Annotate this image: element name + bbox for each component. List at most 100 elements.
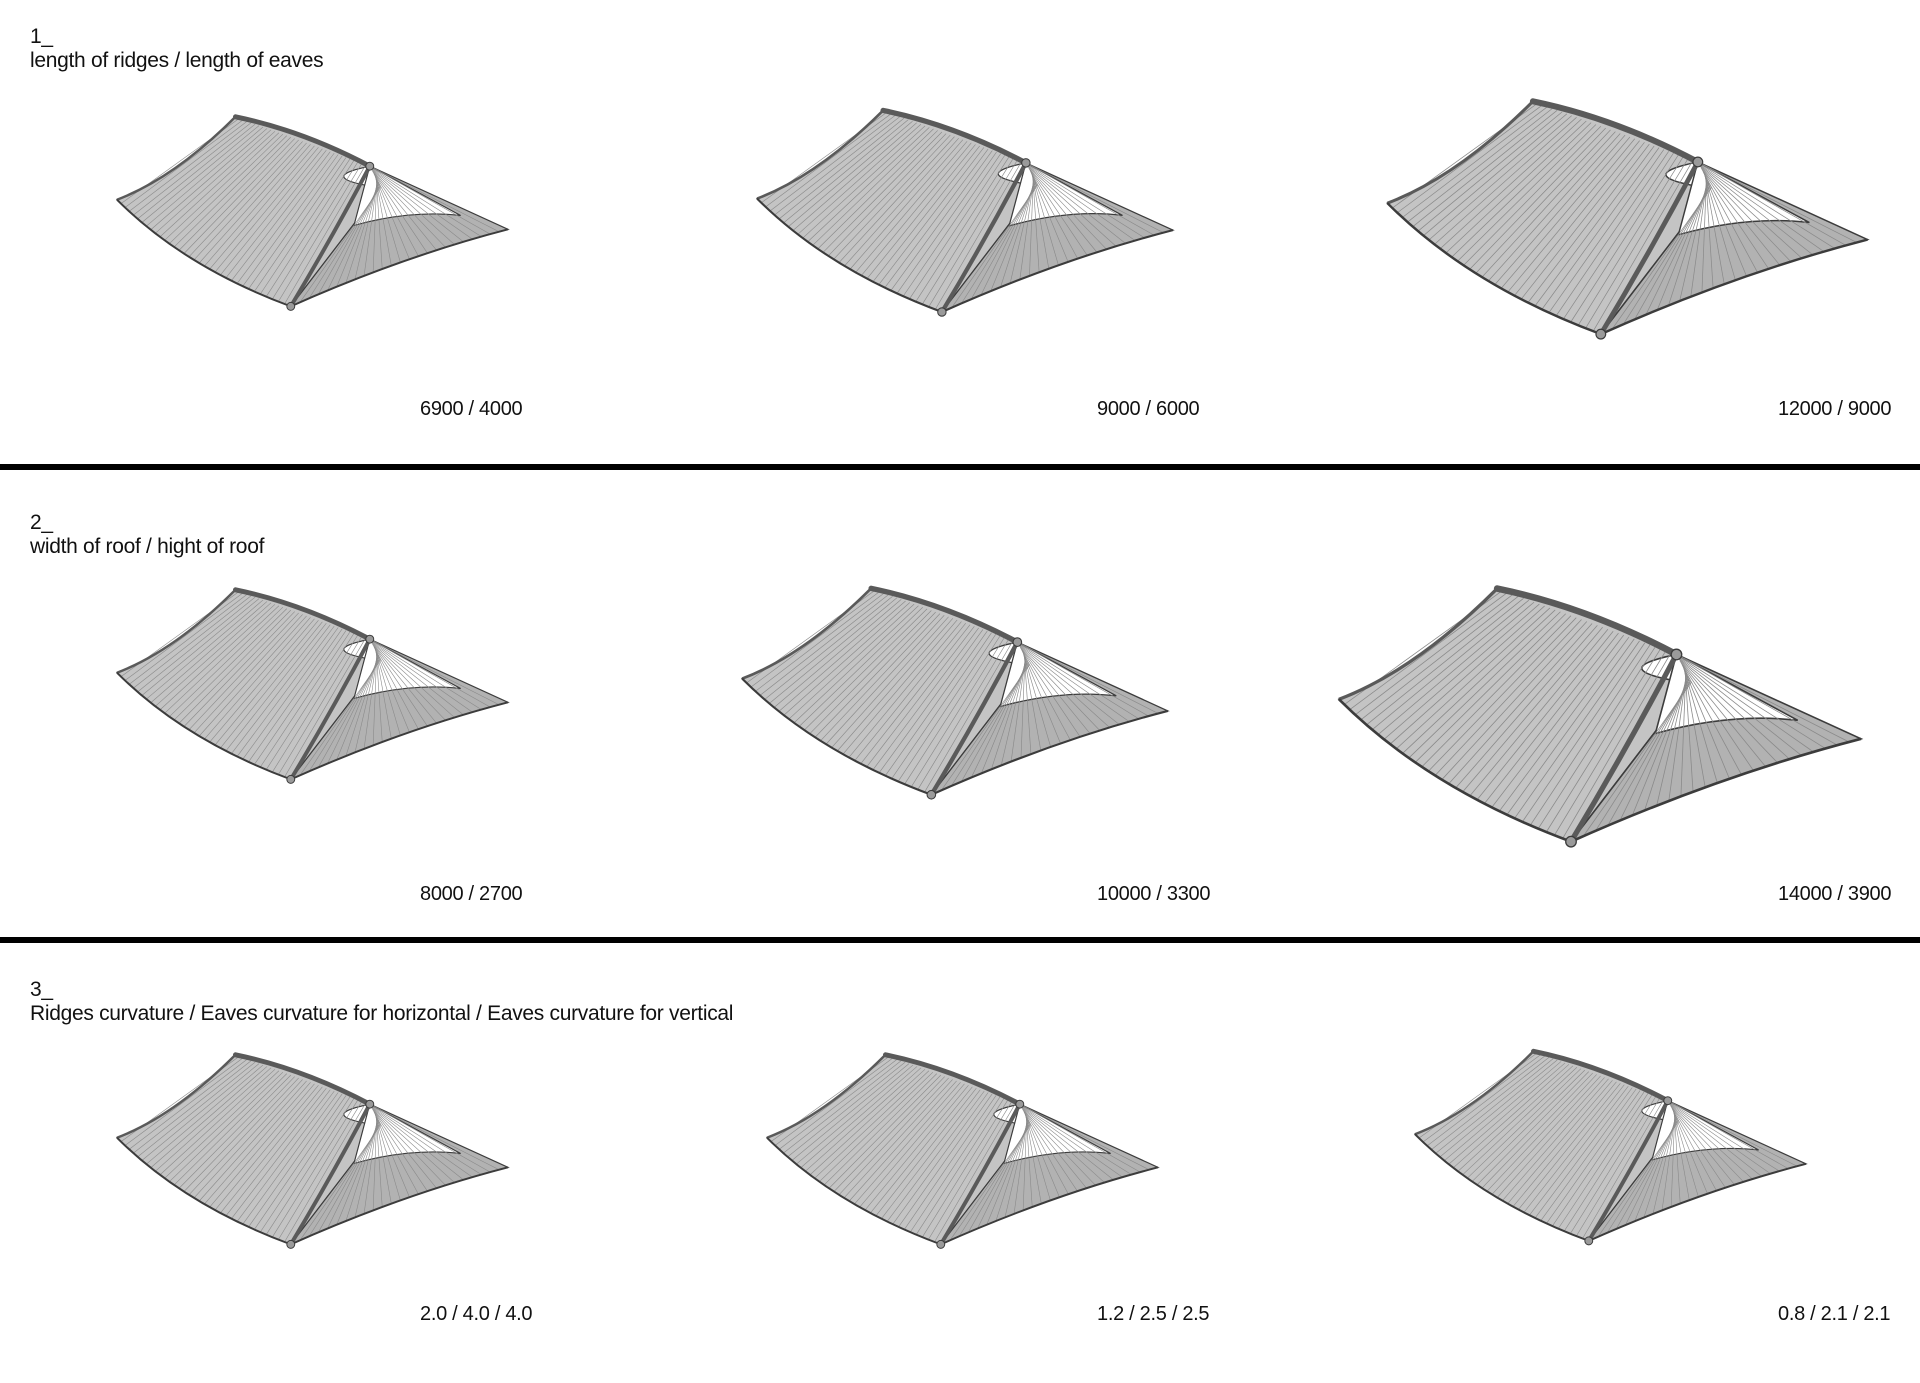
tile-row bbox=[1026, 163, 1145, 239]
section-title: length of ridges / length of eaves bbox=[30, 49, 324, 72]
tile-row bbox=[178, 136, 291, 251]
tile-row bbox=[859, 1083, 965, 1208]
tile-row bbox=[372, 1116, 378, 1211]
tile-row bbox=[265, 633, 355, 770]
tile-row bbox=[150, 1066, 268, 1168]
tile-row bbox=[1022, 1108, 1096, 1186]
tile-row bbox=[1448, 623, 1593, 785]
tile-row bbox=[1512, 1081, 1617, 1207]
tile-row bbox=[986, 1120, 1030, 1225]
tile-row bbox=[1013, 1117, 1028, 1214]
corner-ornament bbox=[936, 1239, 946, 1249]
tile-row bbox=[1023, 653, 1042, 751]
side-eave bbox=[1588, 1162, 1807, 1242]
tile-row bbox=[1476, 631, 1614, 801]
tile-row bbox=[1017, 642, 1139, 720]
tile-row bbox=[1018, 644, 1120, 725]
tile-row bbox=[254, 630, 347, 765]
tile-row bbox=[225, 1087, 327, 1217]
tile-row bbox=[878, 629, 984, 774]
tile-row bbox=[146, 126, 264, 227]
tile-row bbox=[1441, 621, 1588, 780]
tile-row bbox=[778, 117, 905, 220]
section-divider bbox=[0, 464, 1920, 470]
tile-row bbox=[375, 176, 392, 266]
tile-row bbox=[1408, 611, 1561, 759]
tile-row bbox=[1507, 1080, 1613, 1204]
tile-row bbox=[137, 1061, 256, 1158]
tile-row bbox=[855, 141, 968, 273]
section-title: Ridges curvature / Eaves curvature for h… bbox=[30, 1002, 734, 1025]
tile-row bbox=[198, 1080, 307, 1202]
tile-row bbox=[128, 1058, 248, 1150]
tile-row bbox=[1462, 627, 1603, 793]
roof-model bbox=[115, 1043, 510, 1268]
tile-row bbox=[1541, 147, 1660, 310]
tile-row bbox=[1700, 166, 1803, 259]
tile-row bbox=[1529, 1085, 1629, 1216]
tile-row bbox=[1683, 667, 1718, 784]
roof-drawing bbox=[1413, 1048, 1808, 1246]
tile-row bbox=[373, 173, 419, 257]
tile-row bbox=[363, 652, 378, 749]
tile-row bbox=[225, 622, 327, 752]
tile-row bbox=[783, 1060, 902, 1154]
tile-row bbox=[214, 1085, 319, 1211]
tile-row bbox=[198, 615, 307, 737]
tile-row bbox=[375, 649, 392, 739]
tile-row bbox=[838, 1077, 949, 1196]
tile-row bbox=[1514, 140, 1640, 296]
tile-row bbox=[1668, 672, 1687, 801]
tile-row bbox=[1697, 161, 1857, 243]
side-eave bbox=[290, 228, 509, 308]
tile-row bbox=[354, 180, 379, 280]
tile-row bbox=[1496, 1077, 1605, 1198]
tile-row bbox=[1683, 668, 1706, 788]
tile-row bbox=[765, 113, 892, 208]
tile-row bbox=[904, 635, 1001, 785]
tile-row bbox=[804, 608, 928, 731]
tile-row bbox=[209, 1083, 315, 1208]
tile-row bbox=[214, 620, 319, 746]
tile-row bbox=[133, 595, 252, 689]
tile-row bbox=[183, 1076, 295, 1192]
tile-row bbox=[797, 124, 922, 235]
tile-row bbox=[336, 655, 380, 760]
roof-model bbox=[1335, 578, 1865, 868]
tile-row bbox=[990, 180, 1036, 292]
tile-row bbox=[1021, 650, 1071, 741]
tile-row bbox=[372, 178, 378, 273]
tile-row bbox=[141, 598, 260, 696]
front-eave bbox=[756, 197, 943, 313]
tile-row bbox=[133, 122, 252, 216]
tile-row bbox=[1563, 1094, 1653, 1232]
corner-ornament bbox=[286, 774, 296, 784]
tile-row bbox=[1019, 177, 1035, 280]
main-ridge bbox=[1529, 98, 1701, 165]
tile-row bbox=[1507, 138, 1636, 293]
tile-row bbox=[1462, 1067, 1578, 1176]
tile-row bbox=[928, 159, 1018, 308]
tile-row bbox=[842, 619, 958, 755]
tile-row bbox=[809, 610, 932, 735]
tile-row bbox=[1582, 1099, 1665, 1239]
tile-row bbox=[220, 148, 323, 276]
tile-row bbox=[248, 1093, 343, 1228]
tile-row bbox=[1426, 1055, 1546, 1147]
section-title: width of roof / hight of roof bbox=[30, 535, 265, 558]
main-ridge bbox=[233, 587, 373, 642]
tile-row bbox=[242, 627, 339, 760]
tile-row bbox=[1030, 171, 1078, 259]
tile-row bbox=[159, 604, 276, 711]
tile-row bbox=[372, 643, 446, 721]
tile-row bbox=[1491, 1075, 1601, 1195]
tile-row bbox=[1025, 162, 1155, 236]
tile-row bbox=[278, 636, 363, 775]
tile-row bbox=[1407, 108, 1553, 223]
tile-row bbox=[242, 154, 339, 287]
tile-row bbox=[1439, 118, 1582, 250]
tile-row bbox=[1671, 1108, 1717, 1191]
roof-group bbox=[115, 587, 510, 784]
tile-row bbox=[928, 1101, 1013, 1240]
tile-row bbox=[1421, 615, 1572, 768]
